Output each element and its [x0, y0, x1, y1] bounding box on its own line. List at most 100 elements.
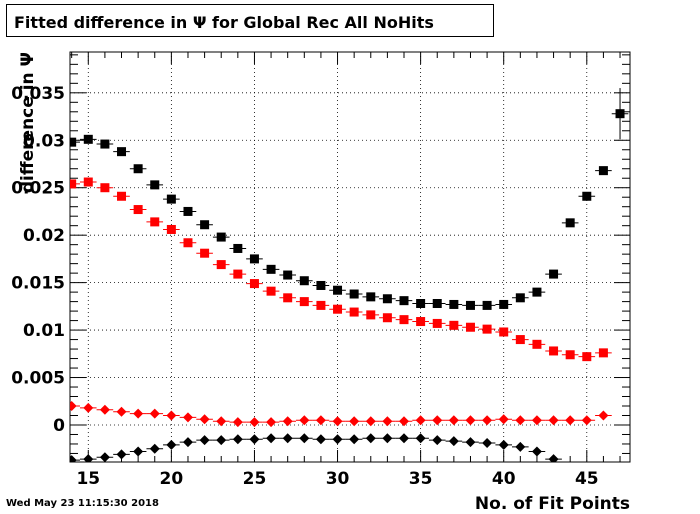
y-tick-label: 0.01	[23, 321, 65, 341]
data-point-diamond	[282, 433, 293, 444]
data-point-square	[515, 293, 525, 303]
series-2	[70, 401, 612, 428]
data-point-square	[316, 280, 326, 290]
data-point-diamond	[548, 454, 559, 462]
data-point-square	[333, 285, 343, 295]
data-point-square	[499, 299, 509, 309]
data-point-diamond	[166, 410, 177, 421]
data-point-diamond	[415, 415, 426, 426]
series-1	[70, 177, 612, 362]
data-point-square	[565, 218, 575, 228]
series-3	[70, 433, 562, 462]
data-point-diamond	[448, 436, 459, 447]
data-point-diamond	[382, 433, 393, 444]
data-point-square	[416, 299, 426, 309]
data-point-square	[100, 183, 110, 193]
data-point-diamond	[315, 434, 326, 445]
data-point-square	[266, 286, 276, 296]
x-tick-label: 40	[492, 469, 516, 489]
y-tick-label: 0	[53, 416, 65, 436]
data-point-square	[299, 276, 309, 286]
data-point-square	[565, 350, 575, 360]
data-point-square	[249, 279, 259, 289]
data-point-square	[283, 293, 293, 303]
y-tick-label: 0.025	[11, 179, 65, 199]
tick-layer	[70, 52, 630, 462]
x-tick-label: 25	[243, 469, 267, 489]
data-point-diamond	[99, 404, 110, 415]
data-point-diamond	[315, 415, 326, 426]
data-point-square	[366, 292, 376, 302]
data-point-square	[70, 137, 77, 147]
data-point-square	[465, 322, 475, 332]
data-point-square	[515, 335, 525, 345]
data-point-diamond	[216, 435, 227, 446]
data-point-diamond	[299, 433, 310, 444]
data-point-square	[333, 304, 343, 314]
y-tick-label: 0.03	[23, 131, 65, 151]
data-point-square	[216, 232, 226, 242]
plot-frame	[69, 51, 631, 463]
data-point-diamond	[332, 416, 343, 427]
x-tick-label: 35	[409, 469, 433, 489]
data-point-diamond	[282, 416, 293, 427]
data-point-square	[532, 287, 542, 297]
data-point-diamond	[581, 415, 592, 426]
data-point-square	[316, 300, 326, 310]
data-point-square	[133, 205, 143, 215]
data-point-diamond	[349, 416, 360, 427]
data-point-diamond	[83, 402, 94, 413]
data-point-diamond	[199, 414, 210, 425]
data-point-diamond	[531, 446, 542, 457]
data-point-square	[582, 352, 592, 362]
data-point-square	[399, 315, 409, 325]
data-point-square	[133, 164, 143, 174]
data-point-diamond	[465, 437, 476, 448]
data-point-diamond	[448, 415, 459, 426]
data-point-square	[416, 317, 426, 327]
data-point-square	[382, 313, 392, 323]
data-point-square	[482, 300, 492, 310]
chart-title-box: Fitted difference in Ψ for Global Rec Al…	[6, 4, 494, 37]
x-tick-label: 15	[76, 469, 100, 489]
timestamp: Wed May 23 11:15:30 2018	[6, 498, 159, 509]
series-layer	[70, 88, 629, 462]
data-point-diamond	[382, 416, 393, 427]
data-point-square	[216, 260, 226, 270]
data-point-diamond	[149, 408, 160, 419]
data-point-square	[449, 320, 459, 330]
data-point-diamond	[216, 416, 227, 427]
data-point-diamond	[482, 415, 493, 426]
data-point-diamond	[249, 434, 260, 445]
x-tick-label: 45	[575, 469, 599, 489]
data-point-diamond	[349, 434, 360, 445]
data-point-diamond	[399, 433, 410, 444]
y-tick-label: 0.035	[11, 84, 65, 104]
data-point-diamond	[266, 433, 277, 444]
data-point-diamond	[266, 417, 277, 428]
data-point-square	[83, 134, 93, 144]
data-point-square	[233, 243, 243, 253]
data-point-diamond	[199, 435, 210, 446]
data-point-square	[166, 224, 176, 234]
data-point-square	[166, 194, 176, 204]
data-point-diamond	[415, 433, 426, 444]
data-point-square	[598, 166, 608, 176]
data-point-square	[117, 191, 127, 201]
data-point-diamond	[498, 414, 509, 425]
data-point-diamond	[249, 417, 260, 428]
data-point-square	[465, 300, 475, 310]
data-point-diamond	[149, 443, 160, 454]
data-point-square	[233, 269, 243, 279]
data-point-square	[366, 310, 376, 320]
grid-layer	[70, 52, 630, 462]
data-point-diamond	[83, 454, 94, 462]
data-point-diamond	[232, 417, 243, 428]
data-point-diamond	[399, 416, 410, 427]
y-tick-label: 0.005	[11, 369, 65, 389]
data-point-diamond	[515, 441, 526, 452]
data-point-diamond	[232, 434, 243, 445]
data-point-square	[432, 299, 442, 309]
data-point-square	[70, 179, 77, 189]
